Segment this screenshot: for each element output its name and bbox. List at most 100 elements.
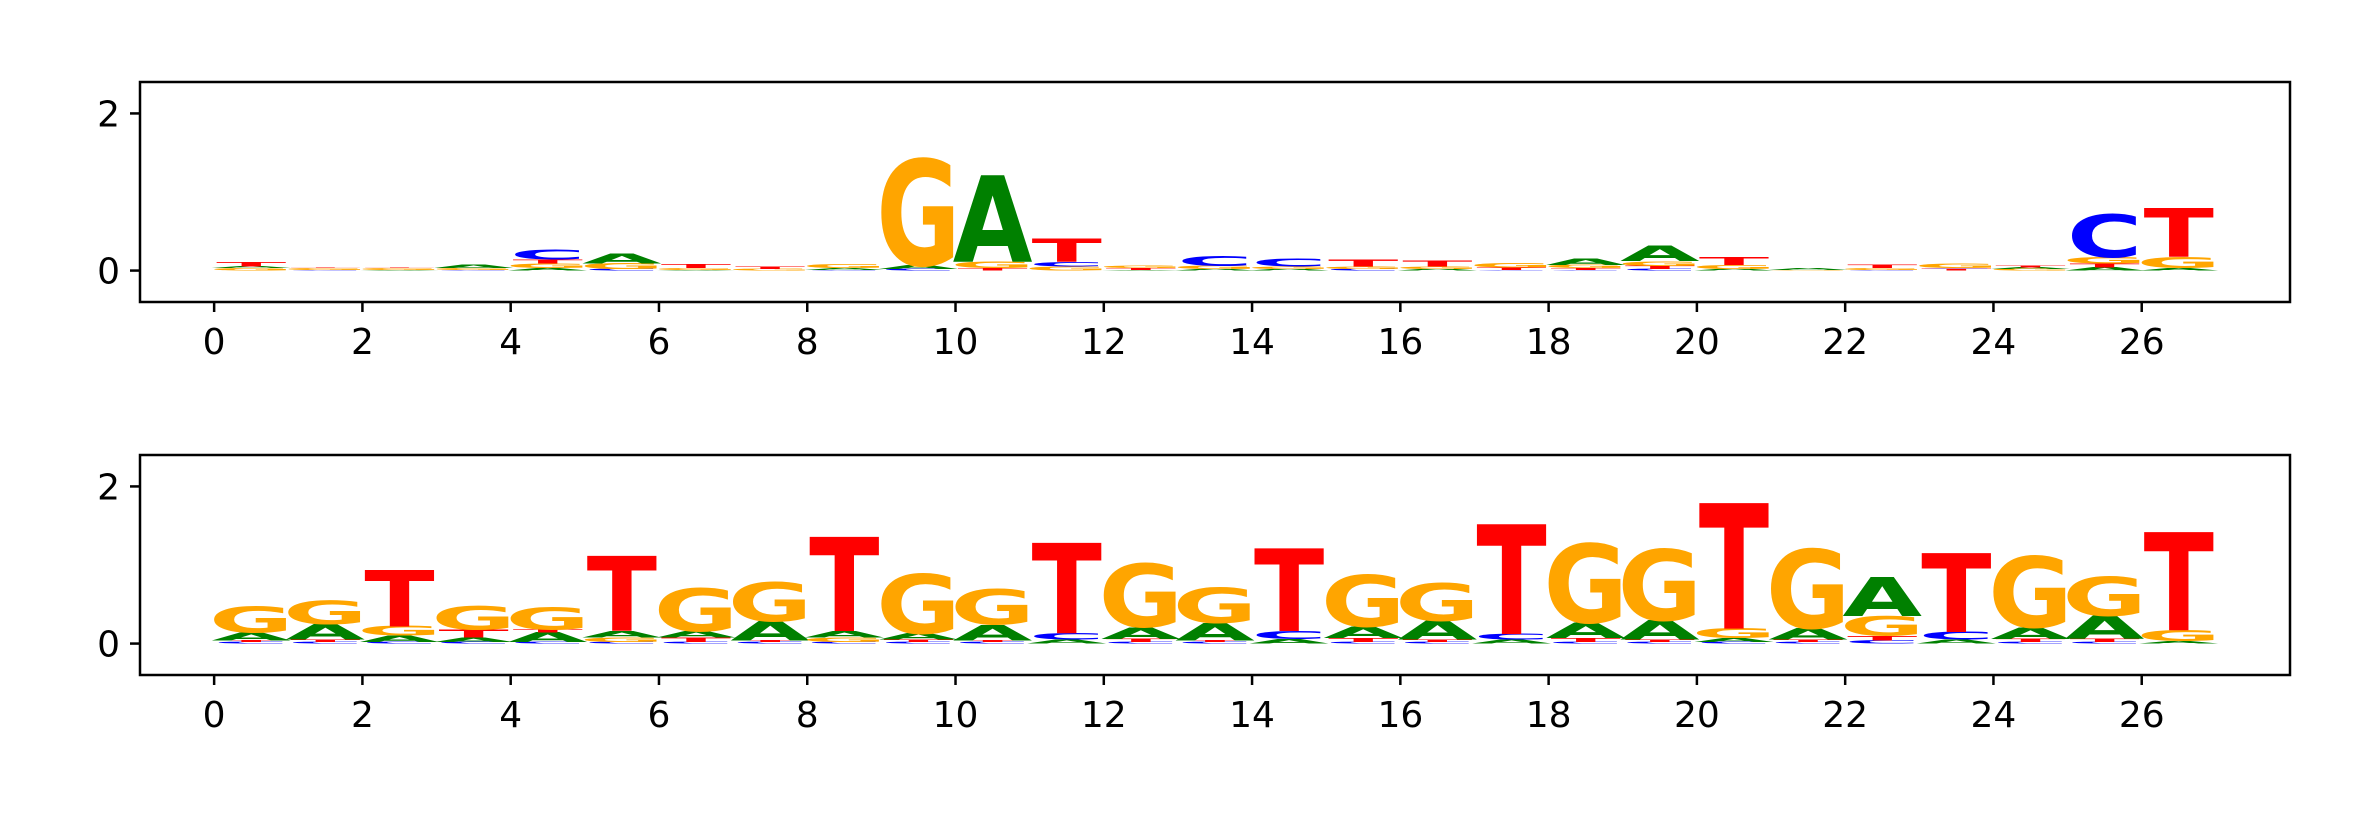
x-tick-label: 20	[1674, 322, 1720, 363]
logo-letter-G-pos-1: G	[283, 594, 368, 632]
logo-letter-C-pos-19: C	[1622, 642, 1698, 645]
x-tick-label: 18	[1526, 695, 1572, 736]
logo-letter-T-pos-21: T	[1773, 639, 1844, 643]
logo-letter-A-pos-24: A	[1991, 624, 2071, 643]
y-tick-label: 0	[97, 625, 120, 666]
logo-letter-G-pos-8: G	[802, 263, 887, 269]
x-tick-label: 24	[1971, 695, 2017, 736]
logo-letter-T-pos-13: T	[1180, 640, 1251, 643]
logo-letter-A-pos-8: A	[804, 268, 884, 271]
logo-letter-A-pos-9: A	[879, 264, 960, 270]
logo-letter-T-pos-24: T	[1995, 265, 2066, 268]
x-tick-label: 16	[1377, 695, 1423, 736]
logo-letter-C-pos-15: C	[1325, 269, 1401, 272]
logo-letters: GATCGTAGTCGAAGTCCGAAGTGTCAGCAGTGAGCTATGA…	[209, 130, 2221, 300]
x-tick-label: 2	[351, 322, 374, 363]
logo-letter-A-pos-16: A	[1398, 616, 1478, 646]
logo-letter-A-pos-16: A	[1398, 269, 1478, 272]
x-tick-label: 6	[648, 695, 671, 736]
logo-letter-A-pos-19: A	[1620, 241, 1700, 266]
logo-letter-T-pos-20: T	[1699, 470, 1769, 670]
logo-letter-T-pos-22: T	[1847, 634, 1918, 642]
axes-frame	[138, 453, 2292, 677]
logo-letter-G-pos-19: G	[1618, 260, 1703, 268]
logo-letter-G-pos-2: G	[357, 268, 442, 271]
logo-letter-G-pos-20: G	[1692, 264, 1777, 270]
logo-letter-A-pos-3: A	[434, 636, 514, 644]
logo-letter-C-pos-11: C	[1029, 632, 1105, 642]
logo-letter-C-pos-17: C	[1474, 633, 1550, 642]
logo-letter-T-pos-20: T	[1699, 255, 1769, 267]
logo-letter-T-pos-26: T	[2144, 196, 2214, 274]
logo-letter-C-pos-14: C	[1251, 257, 1327, 269]
logo-letter-G-pos-21: G	[1766, 528, 1851, 654]
logo-letter-C-pos-4: C	[510, 642, 586, 645]
logo-letter-G-pos-26: G	[2137, 254, 2222, 271]
logo-letter-A-pos-11: A	[1027, 639, 1108, 645]
logo-letter-C-pos-24: C	[1993, 642, 2069, 645]
logo-letter-T-pos-15: T	[1328, 258, 1398, 269]
logo-letter-G-pos-17: G	[1469, 261, 1554, 269]
logo-letter-C-pos-22: C	[1844, 270, 1920, 271]
logo-letter-A-pos-10: A	[953, 620, 1033, 645]
logo-letter-A-pos-12: A	[1101, 624, 1181, 643]
x-tick-label: 20	[1674, 695, 1720, 736]
logo-letter-G-pos-25: G	[2062, 566, 2147, 628]
x-tick-label: 4	[499, 322, 522, 363]
logo-letter-A-pos-4: A	[508, 268, 589, 272]
x-tick-label: 22	[1822, 322, 1868, 363]
logo-letter-C-pos-23: C	[1919, 268, 1995, 269]
logo-letter-A-pos-2: A	[360, 270, 440, 271]
logo-letter-A-pos-14: A	[1249, 269, 1329, 272]
logo-letter-A-pos-21: A	[1768, 625, 1848, 644]
logo-letter-A-pos-22: A	[1842, 567, 1922, 629]
logo-letter-C-pos-23: C	[1919, 630, 1995, 642]
logo-letter-C-pos-25: C	[2067, 202, 2143, 271]
logo-letter-A-pos-2: A	[360, 634, 440, 644]
y-tick-label: 2	[97, 467, 120, 508]
logo-letter-G-pos-4: G	[506, 262, 591, 270]
logo-letter-G-pos-0: G	[209, 268, 294, 272]
logo-letter-T-pos-25: T	[2070, 638, 2141, 643]
logo-letter-G-pos-5: G	[580, 262, 665, 271]
logo-letter-T-pos-0: T	[216, 261, 287, 269]
logo-letter-A-pos-0: A	[211, 631, 291, 643]
logo-letter-T-pos-5: T	[587, 537, 657, 656]
logo-letter-C-pos-13: C	[1177, 642, 1253, 645]
logo-letter-A-pos-3: A	[434, 264, 515, 269]
logo-letter-T-pos-23: T	[1921, 269, 1992, 272]
logo-letter-A-pos-26: A	[2139, 268, 2220, 272]
logo-letter-T-pos-10: T	[957, 640, 1028, 643]
logo-letter-A-pos-25: A	[2065, 609, 2145, 647]
logo-letter-T-pos-12: T	[1106, 638, 1177, 643]
x-tick-label: 10	[933, 322, 979, 363]
logo-letter-G-pos-22: G	[1840, 611, 1925, 642]
logo-letter-A-pos-13: A	[1175, 619, 1255, 647]
logo-letter-T-pos-18: T	[1551, 268, 1622, 271]
logo-letter-T-pos-19: T	[1625, 265, 1696, 270]
logo-letter-A-pos-19: A	[1620, 615, 1700, 646]
x-tick-label: 12	[1081, 695, 1127, 736]
logo-letter-A-pos-4: A	[508, 630, 588, 645]
logo-letter-G-pos-21: G	[1766, 270, 1851, 271]
logo-letter-C-pos-25: C	[2067, 642, 2143, 645]
logo-letter-G-pos-9: G	[876, 130, 961, 300]
logo-letter-T-pos-11: T	[1032, 518, 1103, 663]
logo-letter-T-pos-25: T	[2070, 262, 2141, 268]
logo-letter-A-pos-8: A	[804, 629, 884, 639]
logo-letter-C-pos-6: C	[658, 642, 734, 645]
logo-letter-G-pos-25: G	[2062, 256, 2147, 266]
logo-letter-A-pos-7: A	[730, 615, 810, 646]
logo-letter-C-pos-20: C	[1696, 642, 1772, 645]
x-tick-label: 0	[203, 695, 226, 736]
logo-letter-G-pos-26: G	[2137, 627, 2222, 644]
logo-letter-C-pos-18: C	[1548, 642, 1624, 645]
logo-letter-C-pos-8: C	[807, 270, 883, 271]
logo-letter-T-pos-16: T	[1402, 639, 1473, 643]
x-tick-label: 16	[1377, 322, 1423, 363]
logo-letter-T-pos-17: T	[1476, 495, 1546, 670]
logo-letter-T-pos-7: T	[735, 266, 806, 270]
